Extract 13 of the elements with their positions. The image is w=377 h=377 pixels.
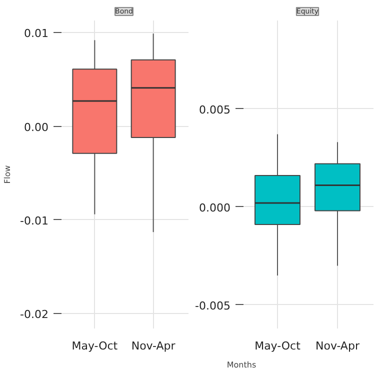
y-tick-label: 0.01: [24, 27, 49, 40]
y-tick-label: 0.00: [24, 120, 49, 134]
y-tick-label: -0.005: [195, 299, 231, 312]
y-tick-label: -0.01: [20, 214, 49, 228]
y-axis-title: Flow: [3, 164, 12, 184]
x-axis-title: Months: [226, 360, 256, 370]
x-tick-label: May-Oct: [254, 340, 302, 352]
y-tick-label: -0.02: [20, 308, 49, 322]
y-tick-label: 0.000: [199, 201, 231, 214]
x-tick-label: Nov-Apr: [316, 340, 360, 352]
x-tick-label: May-Oct: [72, 340, 118, 352]
y-tick-label: 0.005: [199, 103, 231, 116]
x-tick-label: Nov-Apr: [131, 340, 176, 352]
